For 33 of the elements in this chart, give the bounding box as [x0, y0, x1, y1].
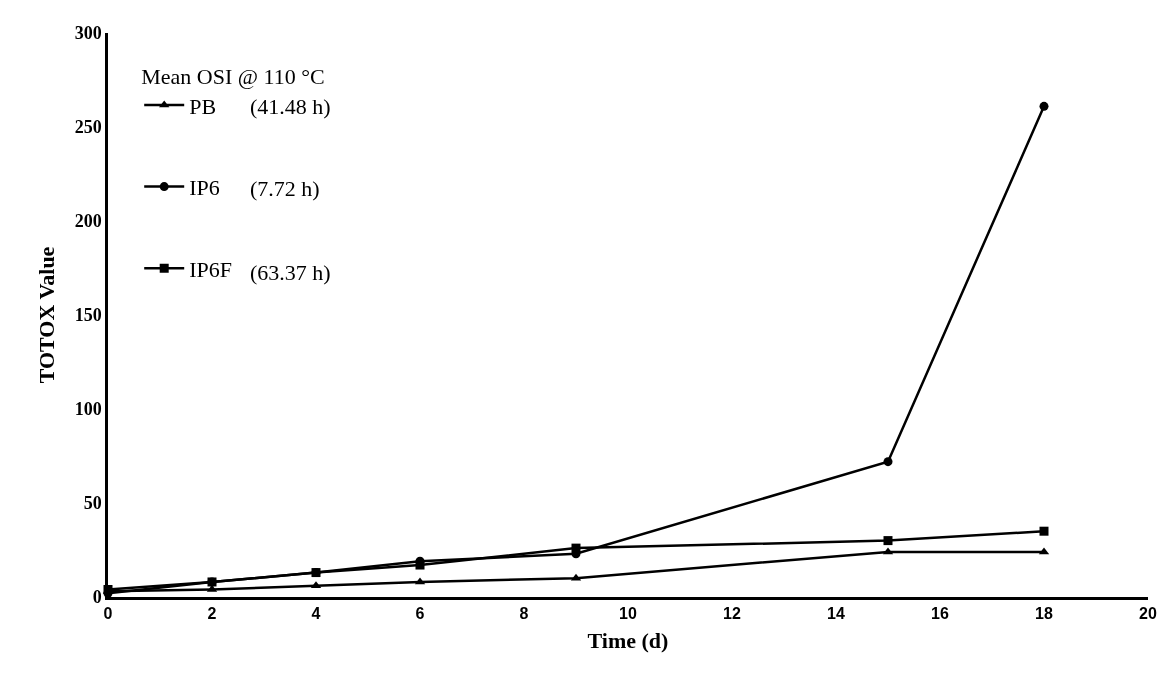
x-tick-label: 18 [1035, 604, 1053, 622]
legend-label: IP6 [189, 175, 220, 201]
y-tick-label: 200 [74, 211, 102, 232]
x-tick-label: 4 [311, 604, 321, 622]
x-tick-label: 0 [103, 604, 113, 622]
annotation: (7.72 h) [250, 176, 320, 201]
point [415, 560, 425, 570]
point [571, 543, 581, 553]
x-axis-title: Time (d) [587, 627, 669, 653]
legend-label: PB [189, 93, 217, 119]
x-tick-label: 12 [723, 604, 741, 622]
legend-title: Mean OSI @ 110 °C [141, 64, 325, 90]
point [883, 457, 893, 467]
y-tick-label: 100 [74, 399, 102, 420]
x-tick-label: 16 [931, 604, 949, 622]
y-tick-label: 250 [74, 117, 102, 138]
x-tick-label: 6 [415, 604, 425, 622]
x-tick-label: 8 [519, 604, 529, 622]
point [883, 536, 893, 546]
y-tick-label: 0 [92, 587, 102, 608]
y-axis-title: TOTOX Value [34, 246, 60, 384]
annotation: (63.37 h) [250, 260, 331, 285]
point [1039, 526, 1049, 536]
x-tick-label: 20 [1139, 604, 1157, 622]
x-tick-label: 2 [207, 604, 217, 622]
annotation: (41.48 h) [250, 94, 331, 119]
legend-label: IP6F [189, 256, 232, 282]
x-tick-label: 14 [827, 604, 845, 622]
y-tick-label: 300 [74, 23, 102, 44]
x-tick-label: 10 [619, 604, 637, 622]
point [1039, 101, 1049, 111]
y-tick-label: 50 [83, 493, 102, 514]
y-tick-label: 150 [74, 305, 102, 326]
